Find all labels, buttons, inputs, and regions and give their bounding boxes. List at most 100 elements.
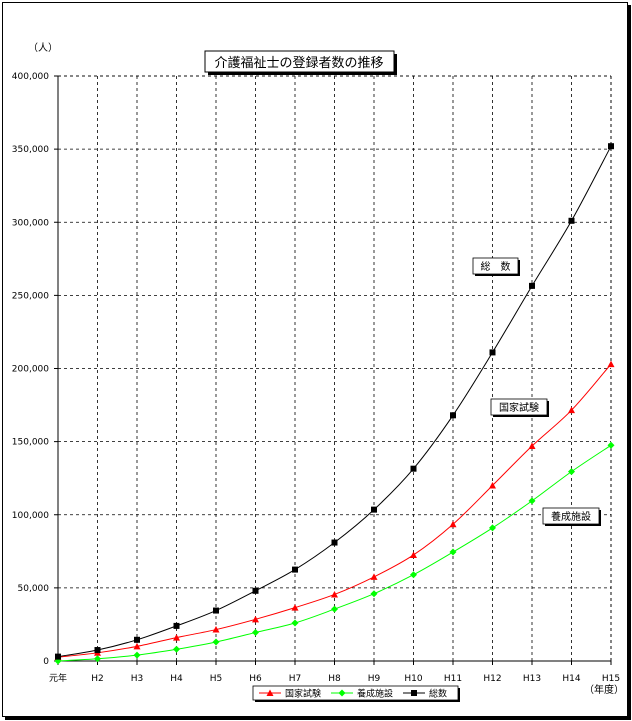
x-tick-label: H5 [210, 674, 223, 684]
x-tick-labels: 元年 H2 H3 H4 H5 H6 H7 H8 H9 H10 H11 H12 H13 H14 H15 [49, 672, 620, 684]
data-point [331, 539, 338, 546]
y-tick-labels: 0 50,000 100,000 150,000 200,000 250,000 300,0… [12, 72, 49, 667]
legend-marker [266, 689, 274, 696]
series-国家試験 [54, 360, 615, 661]
data-point [608, 143, 614, 150]
legend-box [252, 685, 459, 701]
data-point [410, 571, 417, 579]
grid-lines [58, 75, 612, 661]
data-point [449, 520, 457, 528]
series-label-text: 国家試験 [499, 401, 539, 414]
series-label-text: 総 数 [481, 260, 511, 273]
legend-label: 総数 [429, 688, 447, 700]
data-point [410, 465, 417, 472]
data-point [133, 642, 141, 650]
data-point [331, 605, 338, 613]
y-tick-label: 250,000 [12, 291, 49, 301]
x-unit-label: （年度） [584, 683, 624, 696]
data-point [173, 645, 180, 653]
legend-entry: 養成施設 [331, 688, 393, 700]
axes [54, 75, 612, 665]
data-point [291, 604, 299, 611]
legend-marker [338, 689, 346, 697]
data-point [252, 628, 259, 636]
label-bg [542, 507, 600, 525]
data-point [450, 412, 456, 419]
data-point [371, 506, 377, 513]
data-point [331, 590, 338, 598]
series-label-box: 国家試験 [490, 398, 549, 417]
data-point [252, 587, 259, 594]
data-point [94, 647, 101, 654]
x-tick-label: H7 [289, 674, 302, 684]
data-point [568, 468, 575, 476]
data-point [489, 349, 496, 356]
x-tick-label: H13 [523, 674, 541, 684]
series-養成施設 [54, 441, 615, 665]
line-chart: 0 50,000 100,000 150,000 200,000 250,000 300,0… [12, 42, 624, 702]
chart-title: 介護福祉士の登録者数の推移 [214, 55, 383, 71]
legend: 国家試験 養成施設 総数 [252, 685, 460, 702]
data-point [213, 607, 219, 614]
data-point [212, 626, 220, 633]
x-tick-label: H14 [562, 674, 580, 684]
label-bg [472, 257, 519, 275]
label-bg [490, 398, 548, 416]
y-tick-label: 350,000 [12, 145, 49, 155]
x-tick-label: H4 [170, 674, 183, 684]
series-label-box: 養成施設 [542, 507, 601, 526]
series-総数 [55, 143, 614, 660]
y-tick-label: 200,000 [12, 365, 49, 375]
x-tick-label: H3 [131, 674, 144, 684]
y-tick-label: 50,000 [18, 584, 50, 594]
data-point [528, 442, 536, 450]
y-tick-label: 400,000 [12, 72, 49, 82]
x-tick-label: H6 [249, 674, 262, 684]
legend-marker [411, 690, 417, 696]
data-point [55, 653, 61, 660]
data-point [370, 573, 378, 580]
y-tick-label: 300,000 [12, 218, 49, 228]
data-point [173, 634, 180, 641]
data-point [370, 590, 378, 598]
y-unit-label: （人） [28, 42, 58, 54]
data-point [212, 638, 220, 646]
x-tick-label: H15 [602, 674, 620, 684]
data-point [607, 360, 615, 368]
legend-entry: 国家試験 [259, 688, 321, 700]
data-point [529, 282, 535, 289]
data-point [292, 566, 298, 573]
data-point [528, 497, 536, 505]
series-label-text: 養成施設 [551, 510, 591, 523]
x-tick-label: H9 [368, 674, 381, 684]
data-point [607, 441, 615, 449]
chart-title-box: 介護福祉士の登録者数の推移 [204, 50, 397, 75]
data-point [568, 217, 575, 224]
x-tick-label: H2 [91, 674, 104, 684]
y-tick-label: 0 [43, 657, 49, 667]
x-tick-label: H10 [404, 674, 422, 684]
data-point [449, 548, 457, 556]
x-tick-label: 元年 [49, 672, 67, 684]
series-label-box: 総 数 [472, 257, 520, 276]
legend-label: 養成施設 [357, 688, 393, 700]
series-group [54, 143, 615, 665]
data-point [134, 636, 140, 643]
data-point [489, 524, 496, 532]
data-point [410, 551, 417, 558]
y-tick-label: 150,000 [12, 438, 49, 448]
data-point [133, 651, 141, 659]
data-point [252, 615, 259, 623]
x-tick-label: H12 [483, 674, 501, 684]
data-point [489, 482, 496, 489]
legend-label: 国家試験 [285, 688, 321, 700]
data-point [94, 655, 101, 663]
x-tick-label: H8 [328, 674, 341, 684]
data-point [291, 619, 299, 627]
legend-entry: 総数 [403, 688, 447, 700]
y-tick-label: 100,000 [12, 511, 49, 521]
x-tick-label: H11 [444, 674, 462, 684]
data-point [173, 622, 180, 629]
